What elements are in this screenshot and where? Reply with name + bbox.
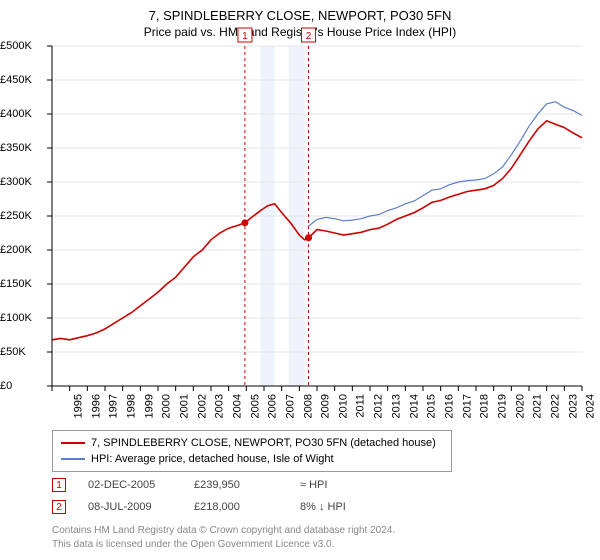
y-tick-label: £450K [0, 74, 48, 86]
legend-label: HPI: Average price, detached house, Isle… [91, 451, 334, 467]
sale-price: £239,950 [194, 479, 284, 491]
chart-subtitle: Price paid vs. HM Land Registry's House … [0, 23, 600, 39]
chart-plot-area: 12 [52, 46, 582, 386]
chart-title: 7, SPINDLEBERRY CLOSE, NEWPORT, PO30 5FN [0, 0, 600, 23]
y-tick-label: £50K [0, 346, 48, 358]
x-tick-label: 2021 [532, 394, 544, 418]
svg-text:1: 1 [242, 31, 248, 42]
x-tick-label: 2001 [178, 394, 190, 418]
y-tick-label: £150K [0, 278, 48, 290]
x-tick-label: 1997 [108, 394, 120, 418]
chart-legend: 7, SPINDLEBERRY CLOSE, NEWPORT, PO30 5FN… [52, 430, 452, 472]
x-tick-label: 2003 [214, 394, 226, 418]
x-tick-label: 1995 [72, 394, 84, 418]
x-tick-label: 2010 [337, 394, 349, 418]
x-tick-label: 2013 [390, 394, 402, 418]
x-tick-label: 2019 [496, 394, 508, 418]
x-tick-label: 2002 [196, 394, 208, 418]
sale-delta: ≈ HPI [300, 479, 390, 491]
sale-date: 08-JUL-2009 [88, 501, 178, 513]
y-tick-label: £200K [0, 244, 48, 256]
sale-price: £218,000 [194, 501, 284, 513]
legend-swatch [61, 442, 85, 444]
x-tick-label: 2017 [461, 394, 473, 418]
footer-line-2: This data is licensed under the Open Gov… [52, 538, 395, 552]
sale-row: 1 02-DEC-2005 £239,950 ≈ HPI [52, 474, 390, 496]
sales-table: 1 02-DEC-2005 £239,950 ≈ HPI 2 08-JUL-2009 £21… [52, 474, 390, 518]
y-tick-label: £350K [0, 142, 48, 154]
x-tick-label: 2008 [302, 394, 314, 418]
x-tick-label: 2016 [443, 394, 455, 418]
y-tick-label: £0 [0, 380, 48, 392]
x-tick-label: 1999 [143, 394, 155, 418]
y-tick-label: £500K [0, 40, 48, 52]
x-tick-label: 2024 [585, 394, 597, 418]
legend-item: HPI: Average price, detached house, Isle… [61, 451, 443, 467]
x-tick-label: 2015 [426, 394, 438, 418]
legend-label: 7, SPINDLEBERRY CLOSE, NEWPORT, PO30 5FN… [91, 435, 436, 451]
y-tick-label: £300K [0, 176, 48, 188]
svg-text:2: 2 [306, 31, 312, 42]
x-tick-label: 2012 [373, 394, 385, 418]
sale-marker-icon: 2 [52, 500, 72, 514]
x-tick-label: 2007 [284, 394, 296, 418]
sale-delta: 8% ↓ HPI [300, 501, 390, 513]
y-tick-label: £250K [0, 210, 48, 222]
legend-swatch [61, 458, 85, 460]
y-tick-label: £400K [0, 108, 48, 120]
x-tick-label: 2020 [514, 394, 526, 418]
x-tick-label: 2022 [549, 394, 561, 418]
x-tick-label: 2000 [161, 394, 173, 418]
x-tick-label: 2004 [231, 394, 243, 418]
x-tick-label: 2005 [249, 394, 261, 418]
x-tick-label: 1996 [90, 394, 102, 418]
x-tick-label: 2014 [408, 394, 420, 418]
legend-item: 7, SPINDLEBERRY CLOSE, NEWPORT, PO30 5FN… [61, 435, 443, 451]
x-tick-label: 2023 [567, 394, 579, 418]
sale-date: 02-DEC-2005 [88, 479, 178, 491]
x-tick-label: 1998 [125, 394, 137, 418]
x-tick-label: 2011 [354, 394, 366, 418]
x-tick-label: 2006 [267, 394, 279, 418]
sale-row: 2 08-JUL-2009 £218,000 8% ↓ HPI [52, 496, 390, 518]
x-tick-label: 2018 [479, 394, 491, 418]
x-tick-label: 2009 [320, 394, 332, 418]
footer-line-1: Contains HM Land Registry data © Crown c… [52, 524, 395, 538]
y-tick-label: £100K [0, 312, 48, 324]
chart-svg: 12 [52, 46, 582, 386]
chart-footer: Contains HM Land Registry data © Crown c… [52, 524, 395, 552]
sale-marker-icon: 1 [52, 478, 72, 492]
